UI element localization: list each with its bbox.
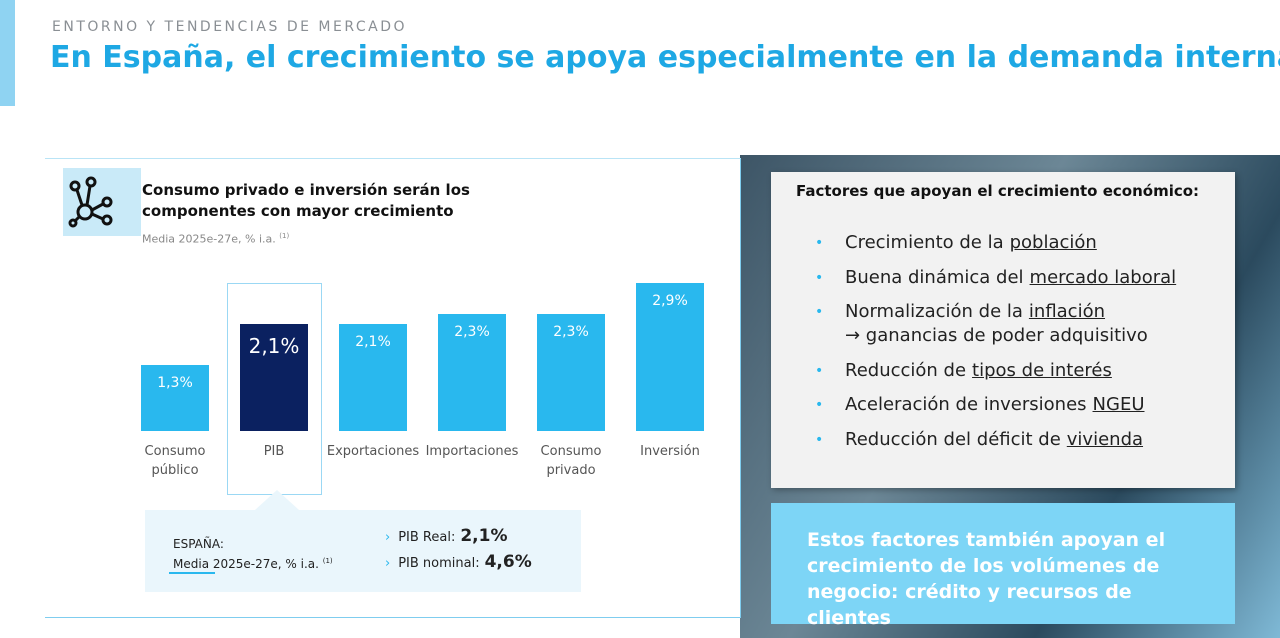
factor-text: Crecimiento de la — [845, 232, 1004, 253]
underline — [169, 572, 215, 574]
factor-item: • Reducción del déficit de vivienda — [815, 428, 1144, 452]
bar — [141, 364, 209, 431]
bar — [636, 283, 704, 431]
footnote-ref: (1) — [279, 232, 290, 240]
value-label: 2,3% — [454, 323, 490, 340]
item-value: 4,6% — [484, 552, 532, 572]
category-label: Exportaciones — [326, 444, 420, 459]
summary-item: › PIB Real: 2,1% — [385, 526, 508, 546]
value-label: 1,3% — [157, 374, 193, 391]
bar — [240, 323, 308, 431]
category-label: Consumo privado — [540, 444, 602, 478]
summary-item: › PIB nominal: 4,6% — [385, 552, 532, 572]
factor-text: Reducción de — [845, 359, 967, 381]
item-label: PIB Real: — [398, 530, 456, 545]
bullet: • — [815, 235, 824, 251]
bullet: • — [815, 304, 824, 320]
kicker: ENTORNO Y TENDENCIAS DE MERCADO — [52, 19, 408, 35]
bar — [438, 313, 506, 431]
factor-item: • Crecimiento de la población — [815, 231, 1097, 255]
category-label: PIB — [263, 444, 285, 459]
value-label: 2,9% — [652, 293, 688, 310]
summary-label: ESPAÑA: Media 2025e-27e, % i.a. (1) — [173, 536, 333, 573]
factor-link: población — [1009, 232, 1097, 253]
callout: Estos factores también apoyan el crecimi… — [771, 503, 1235, 629]
chart-frame — [45, 158, 741, 618]
bar — [537, 313, 605, 431]
factor-link: NGEU — [1092, 394, 1145, 415]
factor-extra: → ganancias de poder adquisitivo — [845, 325, 1148, 346]
factor-text: Normalización de la — [845, 301, 1023, 322]
category-label: Consumo público — [144, 444, 206, 478]
value-label: 2,3% — [553, 323, 589, 340]
item-label: PIB nominal: — [398, 556, 480, 571]
network-icon — [68, 176, 113, 228]
factor-link: tipos de interés — [972, 359, 1112, 381]
slide-title: En España, el crecimiento se apoya espec… — [50, 40, 1280, 75]
icon — [63, 168, 141, 236]
summary-box: ESPAÑA: Media 2025e-27e, % i.a. (1) › PIB … — [145, 510, 581, 592]
bar — [339, 323, 407, 431]
category-label: Inversión — [640, 444, 700, 459]
factor-text: Reducción del déficit de — [845, 428, 1061, 450]
factor-text: Aceleración de inversiones — [845, 394, 1087, 415]
factor-link: mercado laboral — [1029, 266, 1177, 288]
chart-subtitle: Media 2025e-27e, % i.a. (1) — [142, 232, 289, 246]
chevron: › — [385, 530, 391, 545]
bullet: • — [815, 431, 824, 448]
factor-item: • Aceleración de inversiones NGEU — [815, 393, 1145, 417]
bullet: • — [815, 269, 824, 286]
factor-link: inflación — [1028, 301, 1106, 322]
factor-link: vivienda — [1066, 428, 1144, 450]
chart-title: Consumo privado e inversión serán los co… — [142, 181, 470, 220]
subtitle-text: Media 2025e-27e, % i.a. — [142, 232, 276, 246]
value-label: 2,1% — [355, 333, 391, 350]
factor-item: • Buena dinámica del mercado laboral — [815, 266, 1177, 290]
category-label: Importaciones — [425, 444, 519, 459]
factors-title: Factores que apoyan el crecimiento econó… — [796, 182, 1200, 200]
chevron: › — [385, 556, 391, 571]
value-label: 2,1% — [248, 333, 300, 358]
factor-item: • Normalización de la inflación → ganancias… — [815, 300, 1148, 348]
factor-text: Buena dinámica del — [845, 266, 1024, 288]
bullet: • — [815, 362, 824, 379]
factors-box: Factores que apoyan el crecimiento econó… — [771, 172, 1235, 488]
accent-bar — [0, 0, 15, 106]
factor-item: • Reducción de tipos de interés — [815, 359, 1112, 383]
summary-sub: Media 2025e-27e, % i.a. — [173, 557, 319, 571]
summary-country: ESPAÑA: — [173, 537, 224, 551]
item-value: 2,1% — [460, 526, 508, 546]
bullet: • — [815, 397, 824, 413]
footnote-ref: (1) — [322, 557, 333, 565]
notch — [255, 490, 299, 510]
